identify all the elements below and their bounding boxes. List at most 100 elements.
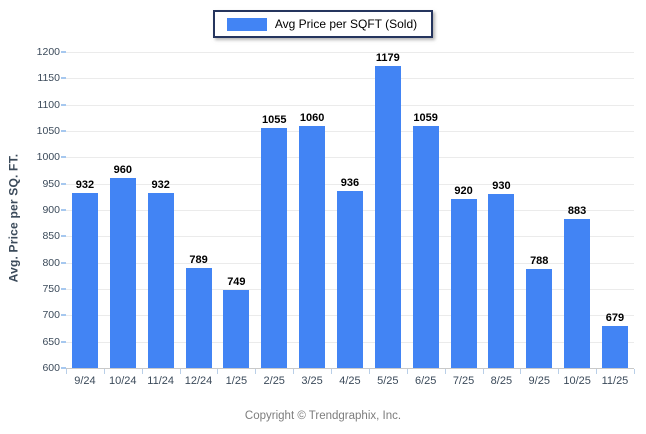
bar xyxy=(299,125,326,368)
x-axis-tick-label: 8/25 xyxy=(490,375,513,387)
gridline xyxy=(66,157,634,159)
x-axis-tick-mark xyxy=(179,369,181,374)
gridline xyxy=(66,52,634,53)
bar-group-8-25: 930 xyxy=(482,52,520,368)
y-axis-tick-mark xyxy=(61,130,66,132)
bar-value-label: 932 xyxy=(151,179,170,192)
y-axis-tick-mark xyxy=(61,314,66,317)
gridline xyxy=(66,131,634,132)
y-axis-tick-label: 1150 xyxy=(37,72,60,85)
y-axis-title-column: Avg. Price per SQ. FT. xyxy=(0,48,26,388)
bar xyxy=(601,326,628,368)
y-axis-tick-label: 1100 xyxy=(37,98,60,111)
y-axis-tick-mark xyxy=(61,182,66,185)
y-axis-title: Avg. Price per SQ. FT. xyxy=(6,153,21,283)
x-axis-tick-mark xyxy=(293,369,295,374)
bar-value-label: 920 xyxy=(454,185,473,198)
chart-area: Avg. Price per SQ. FT. 1200 1150 1100 1050 1… xyxy=(0,46,646,388)
x-axis-tick-label: 11/24 xyxy=(147,375,174,387)
bar-group-2-25: 1055 xyxy=(255,52,293,368)
bar-value-label: 1059 xyxy=(413,112,438,125)
x-axis-tick-label: 12/24 xyxy=(184,375,213,387)
y-axis-tick-mark xyxy=(61,156,66,159)
bars-row: 932 960 932 789 749 1055 1060 936 1179 1059 920 930… xyxy=(66,52,634,368)
x-axis-tick-mark xyxy=(66,369,67,374)
y-axis-tick-mark xyxy=(61,235,66,238)
bar xyxy=(109,178,136,368)
y-axis-tick-mark xyxy=(61,209,66,211)
bar xyxy=(261,128,288,368)
bar xyxy=(223,289,250,368)
x-axis-tick-label: 3/25 xyxy=(301,375,323,387)
x-axis-tick-label: 7/25 xyxy=(452,375,475,387)
y-axis-tick-mark xyxy=(61,367,66,369)
plot-area: 932 960 932 789 749 1055 1060 936 1179 1059 920 930… xyxy=(61,51,635,374)
y-axis-tick-label: 900 xyxy=(42,204,60,216)
x-axis-tick-label: 11/25 xyxy=(601,375,629,387)
x-axis-tick-mark xyxy=(406,369,408,374)
x-axis-tick-label: 6/25 xyxy=(414,375,437,387)
bar-value-label: 749 xyxy=(227,275,246,288)
x-axis-tick-mark xyxy=(217,369,219,374)
x-axis-tick-mark xyxy=(558,369,560,374)
bar-group-10-25: 883 xyxy=(558,52,596,368)
x-axis-tick-labels: 9/24 10/24 11/24 12/24 1/25 2/25 3/25 4/25 5/25 6… xyxy=(66,375,634,387)
y-axis-tick-mark xyxy=(61,340,66,343)
bar xyxy=(488,194,515,368)
x-axis-tick-mark xyxy=(255,369,257,374)
y-axis-tick-label: 1050 xyxy=(36,125,60,137)
x-axis-tick-label: 2/25 xyxy=(263,375,285,387)
gridline xyxy=(66,183,634,185)
bar-group-4-25: 936 xyxy=(331,52,369,368)
y-axis-tick-mark xyxy=(61,77,66,80)
y-axis-tick-mark xyxy=(61,51,66,53)
bar-group-11-24: 932 xyxy=(142,52,180,368)
x-axis-tick-mark xyxy=(368,369,370,374)
bar-value-label: 1060 xyxy=(299,111,325,124)
y-axis-tick-mark xyxy=(61,261,66,264)
x-axis-tick-label: 10/24 xyxy=(109,375,137,387)
y-axis-tick-labels: 1200 1150 1100 1050 1000 950 900 850 800 750 700 65… xyxy=(26,46,66,374)
bar xyxy=(564,218,591,368)
y-axis-tick-label: 650 xyxy=(42,335,60,348)
bar-value-label: 936 xyxy=(340,177,360,190)
bar-group-6-25: 1059 xyxy=(407,52,445,368)
bar-group-1-25: 749 xyxy=(217,52,255,368)
x-axis-tick-mark xyxy=(634,369,635,374)
y-axis-tick-label: 1000 xyxy=(36,151,60,164)
copyright-text: Copyright © Trendgraphix, Inc. xyxy=(244,410,402,422)
bar-value-label: 883 xyxy=(567,204,587,217)
x-axis-tick-label: 5/25 xyxy=(377,375,399,387)
y-axis-tick-label: 1200 xyxy=(36,46,60,58)
x-axis-tick-label: 1/25 xyxy=(225,375,248,387)
legend-box: Avg Price per SQFT (Sold) xyxy=(212,10,434,38)
bar-group-7-25: 920 xyxy=(445,52,483,368)
bar xyxy=(450,199,477,368)
bar-value-label: 1055 xyxy=(261,114,287,127)
bar-value-label: 1179 xyxy=(375,52,400,64)
x-axis-tick-mark xyxy=(482,369,484,374)
bar-group-3-25: 1060 xyxy=(293,52,331,368)
bar xyxy=(185,268,212,368)
bar xyxy=(374,66,401,368)
gridline xyxy=(66,104,634,106)
bar xyxy=(336,191,363,368)
x-axis-tick-mark xyxy=(520,369,522,374)
legend-swatch-icon xyxy=(226,17,267,31)
x-axis-tick-label: 10/25 xyxy=(563,375,591,387)
legend-label: Avg Price per SQFT (Sold) xyxy=(274,17,418,31)
bar xyxy=(147,193,174,368)
x-axis-tick-mark xyxy=(596,369,598,374)
y-axis-tick-label: 600 xyxy=(42,362,60,374)
y-axis-tick-label: 850 xyxy=(42,230,60,243)
plot-column: 932 960 932 789 749 1055 1060 936 1179 1059 920 930… xyxy=(61,48,635,388)
legend-row: Avg Price per SQFT (Sold) xyxy=(0,0,646,38)
x-axis-tick-label: 9/24 xyxy=(74,375,96,387)
bar-group-10-24: 960 xyxy=(104,52,142,368)
bar-value-label: 788 xyxy=(530,255,549,267)
bar xyxy=(526,269,553,368)
bar-group-5-25: 1179 xyxy=(369,52,407,368)
bar-value-label: 930 xyxy=(492,180,511,193)
bar-group-9-24: 932 xyxy=(66,52,104,368)
